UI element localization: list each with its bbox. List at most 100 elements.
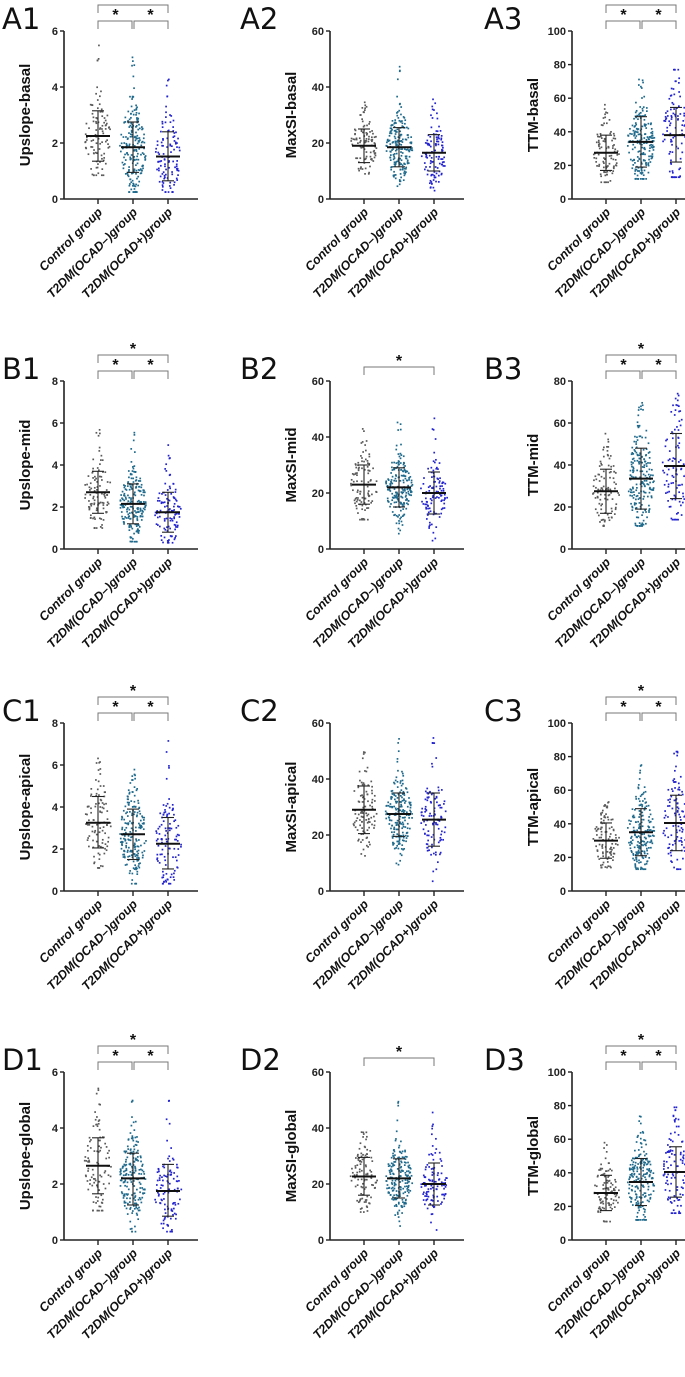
data-point [101, 115, 103, 117]
data-point [672, 151, 674, 153]
data-point [172, 856, 174, 858]
data-point [602, 1207, 604, 1209]
data-point [644, 461, 646, 463]
data-point [603, 447, 605, 449]
data-point [169, 517, 171, 519]
data-point [597, 497, 599, 499]
data-point [125, 1202, 127, 1204]
data-point [599, 148, 601, 150]
y-tick-label: 2 [52, 844, 58, 856]
data-point [164, 483, 166, 485]
data-point [97, 163, 99, 165]
data-point [396, 115, 398, 117]
data-point [170, 1218, 172, 1220]
data-point [364, 173, 366, 175]
data-point [366, 106, 368, 108]
data-point [394, 514, 396, 516]
data-point [420, 1183, 422, 1185]
data-point [136, 476, 138, 478]
data-point [633, 133, 635, 135]
data-point [173, 516, 175, 518]
data-point [614, 138, 616, 140]
data-point [437, 1172, 439, 1174]
data-point [100, 799, 102, 801]
data-point [169, 1123, 171, 1125]
data-point [168, 539, 170, 541]
data-point [407, 137, 409, 139]
data-point [635, 122, 637, 124]
data-point [97, 107, 99, 109]
data-point [129, 512, 131, 514]
data-point [635, 443, 637, 445]
data-point [681, 514, 683, 516]
data-point [96, 762, 98, 764]
data-point [140, 826, 142, 828]
data-point [437, 1174, 439, 1176]
data-point [670, 139, 672, 141]
data-point [648, 165, 650, 167]
data-point [399, 1220, 401, 1222]
data-point [374, 152, 376, 154]
data-point [444, 498, 446, 500]
data-point [632, 125, 634, 127]
data-point [611, 511, 613, 513]
data-point [675, 398, 677, 400]
data-point [169, 182, 171, 184]
data-point [405, 508, 407, 510]
data-point [400, 804, 402, 806]
data-point [177, 825, 179, 827]
data-point [126, 842, 128, 844]
data-point [366, 156, 368, 158]
data-point [408, 802, 410, 804]
panel-label: D1 [2, 1043, 43, 1077]
data-point [680, 776, 682, 778]
data-point [134, 848, 136, 850]
data-point [647, 462, 649, 464]
data-point [609, 133, 611, 135]
data-point [635, 796, 637, 798]
data-point [165, 169, 167, 171]
data-point [391, 1188, 393, 1190]
data-point [645, 133, 647, 135]
data-point [403, 462, 405, 464]
data-point [638, 850, 640, 852]
significance-asterisk: * [112, 699, 119, 716]
data-point [608, 465, 610, 467]
data-point [664, 835, 666, 837]
data-point [136, 125, 138, 127]
data-point [634, 504, 636, 506]
data-point [156, 832, 158, 834]
data-point [126, 1156, 128, 1158]
data-point [642, 840, 644, 842]
data-point [127, 802, 129, 804]
data-point [674, 781, 676, 783]
data-point [630, 837, 632, 839]
data-point [165, 880, 167, 882]
data-point [400, 469, 402, 471]
data-point [434, 1206, 436, 1208]
data-point [402, 524, 404, 526]
data-point [101, 174, 103, 176]
data-point [358, 168, 360, 170]
data-point [360, 1211, 362, 1213]
data-point [634, 460, 636, 462]
data-point [104, 471, 106, 473]
data-point [633, 458, 635, 460]
data-point [101, 155, 103, 157]
data-point [173, 496, 175, 498]
data-point [393, 480, 395, 482]
data-point [392, 148, 394, 150]
data-point [84, 1160, 86, 1162]
data-point [178, 147, 180, 149]
data-point [134, 494, 136, 496]
data-point [431, 1168, 433, 1170]
data-point [135, 1121, 137, 1123]
data-point [672, 137, 674, 139]
data-point [630, 842, 632, 844]
data-point [401, 492, 403, 494]
data-point [393, 806, 395, 808]
data-point [426, 157, 428, 159]
data-point [675, 409, 677, 411]
data-point [366, 837, 368, 839]
